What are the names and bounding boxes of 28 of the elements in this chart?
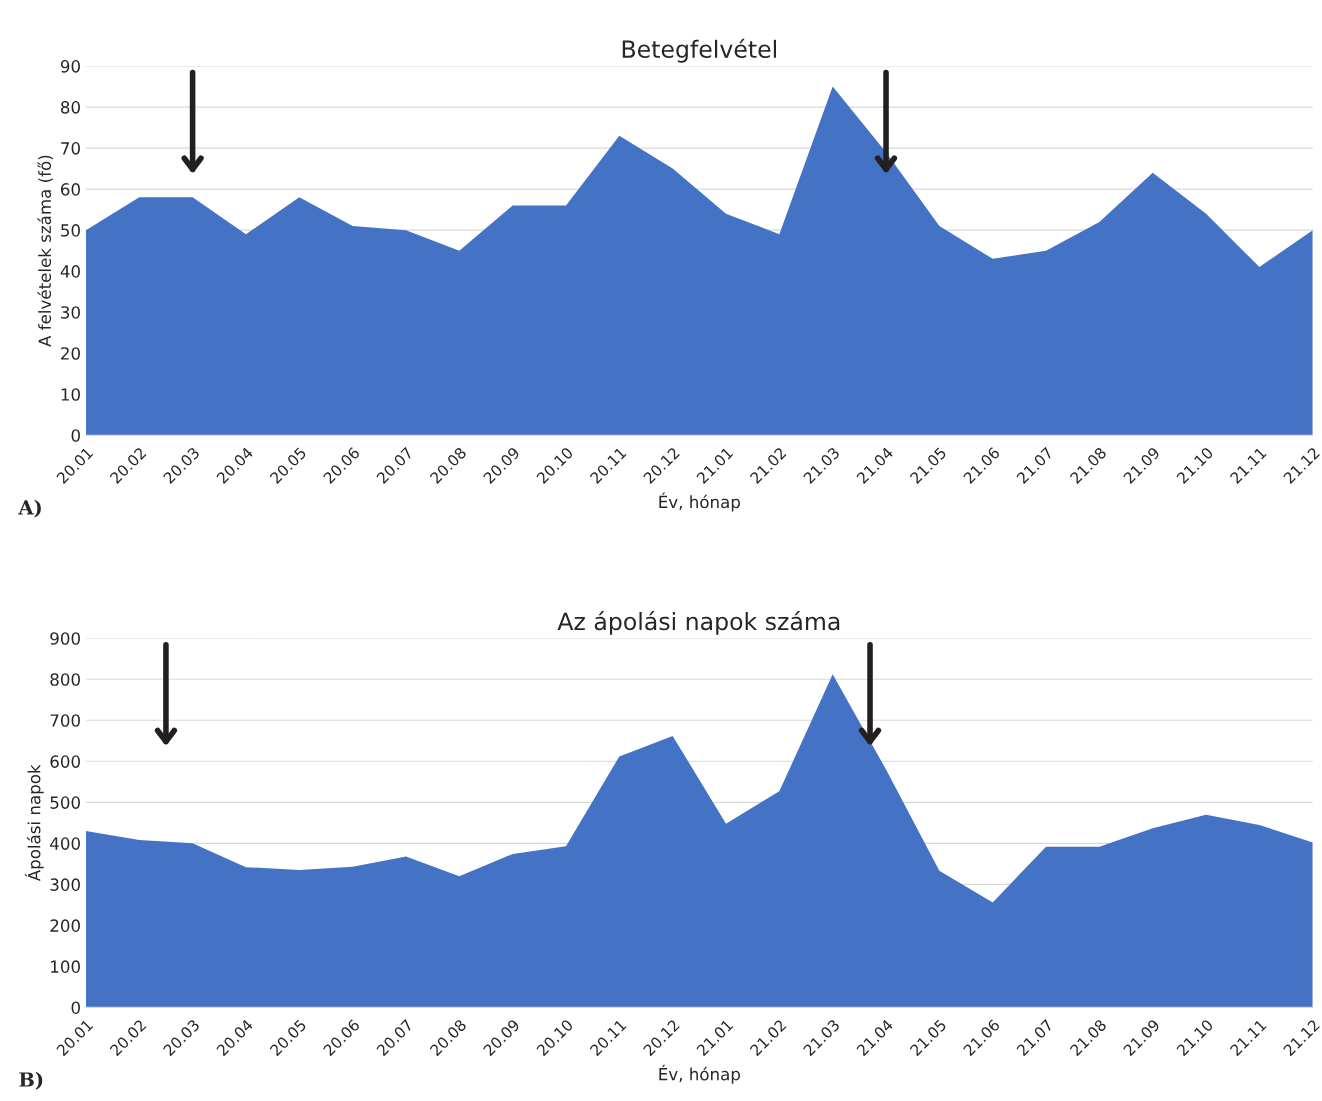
y-tick-label: 800: [50, 673, 80, 686]
y-tick-label: 0: [71, 1001, 80, 1014]
y-tick-label: 50: [61, 224, 80, 237]
y-tick-label: 900: [50, 632, 80, 645]
y-tick-label: 500: [50, 796, 80, 809]
y-tick-label: 0: [71, 429, 80, 442]
y-tick-label: 700: [50, 714, 80, 727]
y-axis-title: Ápolási napok: [24, 764, 44, 882]
y-tick-label: 80: [60, 101, 80, 114]
chart-title: Betegfelvétel: [622, 38, 776, 63]
x-axis-title: Év, hónap: [659, 1064, 740, 1084]
y-tick-label: 30: [61, 306, 80, 319]
y-tick-label: 20: [61, 347, 80, 360]
y-tick-label: 10: [61, 388, 80, 401]
y-tick-label: 40: [60, 265, 80, 278]
y-tick-label: 300: [50, 878, 80, 891]
y-axis-title: A felvételek száma (fő): [37, 155, 54, 347]
text: A): [18, 499, 41, 518]
x-axis-title: Év, hónap: [659, 492, 740, 512]
y-tick-label: 90: [60, 60, 80, 73]
text: B): [19, 1071, 43, 1090]
y-tick-label: 400: [50, 837, 80, 850]
y-tick-label: 60: [61, 183, 80, 196]
y-tick-label: 200: [50, 919, 80, 932]
y-tick-label: 70: [61, 142, 80, 155]
y-tick-label: 100: [51, 960, 80, 973]
y-tick-label: 600: [50, 755, 80, 768]
chart-title: Az ápolási napok száma: [557, 611, 840, 635]
